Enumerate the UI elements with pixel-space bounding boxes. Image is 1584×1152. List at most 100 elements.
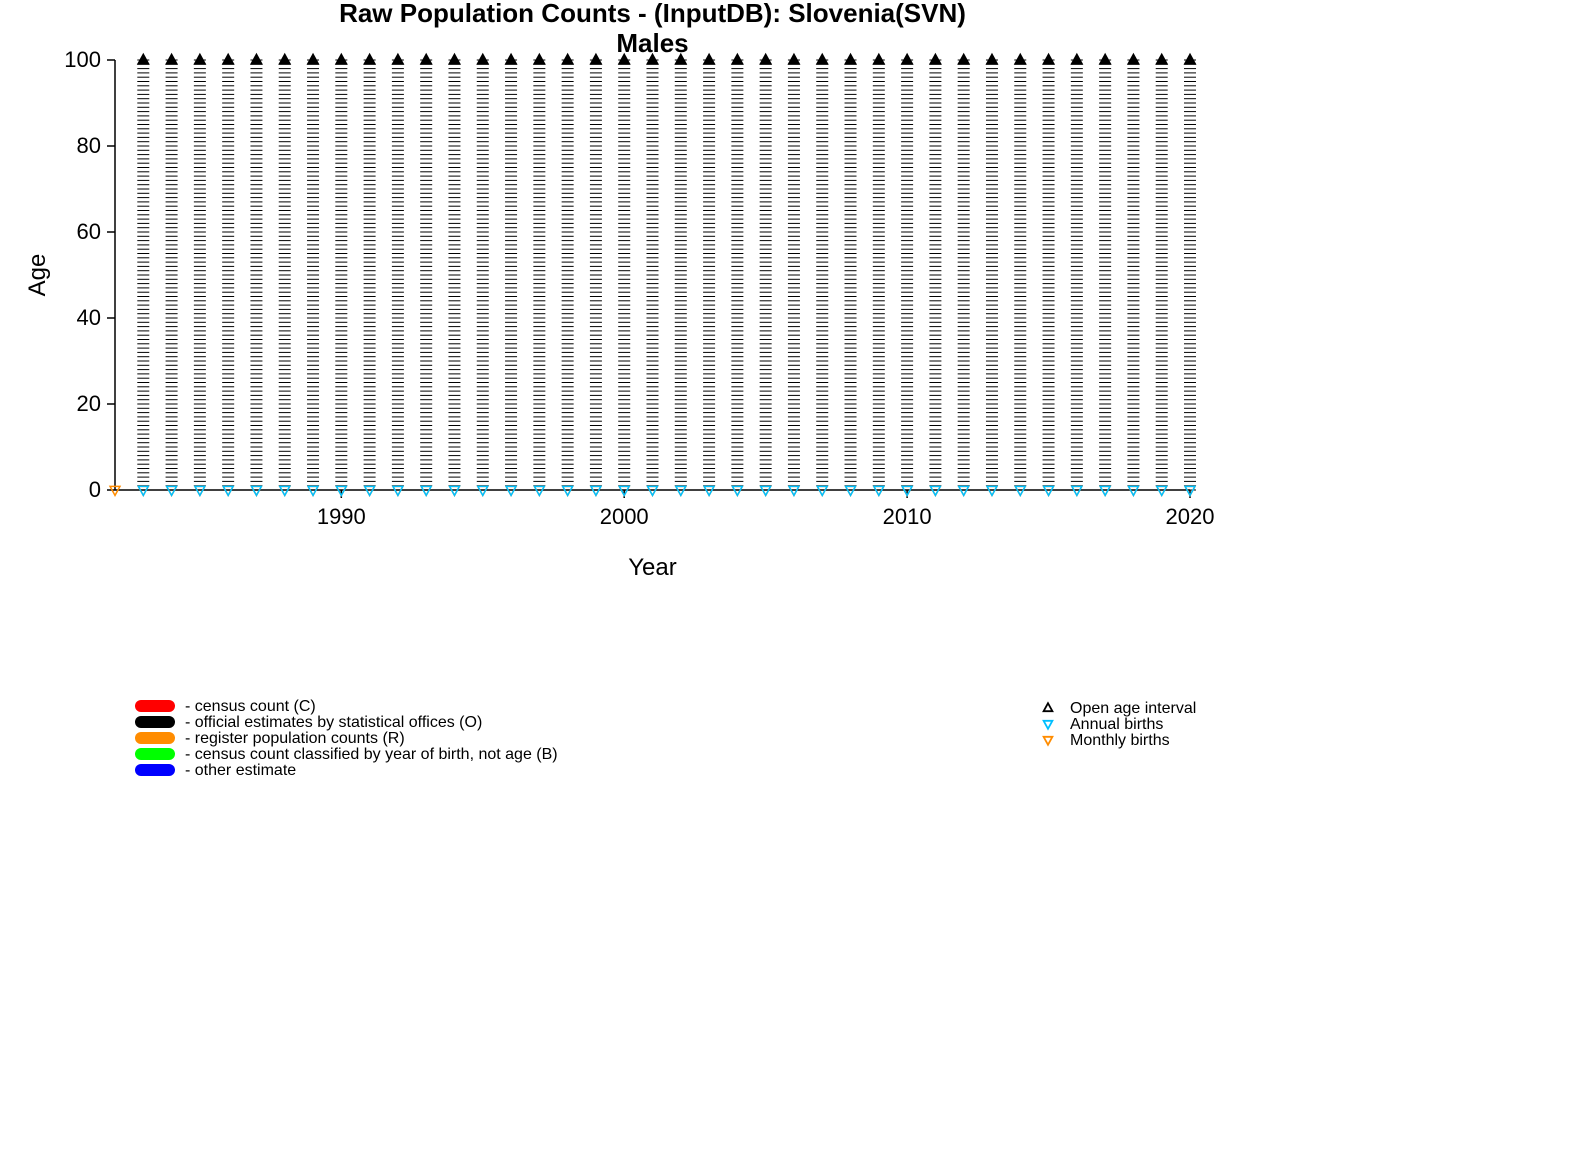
- open-age-triangle-icon: [166, 54, 177, 64]
- legend-label: Annual births: [1070, 716, 1163, 733]
- legend-label: Open age interval: [1070, 700, 1196, 717]
- open-age-triangle-icon: [336, 54, 347, 64]
- open-age-triangle-icon: [223, 54, 234, 64]
- annual-births-icon: [421, 486, 431, 495]
- open-age-triangle-icon: [449, 54, 460, 64]
- annual-births-icon: [280, 486, 290, 495]
- open-age-triangle-icon: [845, 54, 856, 64]
- annual-births-icon: [450, 486, 460, 495]
- x-tick-label: 2010: [883, 504, 932, 529]
- legend-label: - census count (C): [185, 698, 316, 715]
- legend-swatch: [135, 716, 175, 728]
- x-axis-label: Year: [628, 554, 677, 581]
- annual-births-icon: [817, 486, 827, 495]
- open-age-triangle-icon: [873, 54, 884, 64]
- open-age-triangle-icon: [817, 54, 828, 64]
- annual-births-icon: [732, 486, 742, 495]
- open-age-triangle-icon: [760, 54, 771, 64]
- open-age-triangle-icon: [986, 54, 997, 64]
- annual-births-icon: [195, 486, 205, 495]
- y-tick-label: 40: [77, 305, 101, 330]
- data-dashes: [137, 60, 1196, 490]
- annual-births-icon: [987, 486, 997, 495]
- legend-marker-triangle-up-icon: [1044, 703, 1053, 711]
- legend-swatch: [135, 748, 175, 760]
- y-tick-label: 0: [89, 477, 101, 502]
- open-age-triangle-icon: [590, 54, 601, 64]
- open-age-triangle-icon: [251, 54, 262, 64]
- open-age-triangle-icon: [308, 54, 319, 64]
- open-age-triangle-icon: [1015, 54, 1026, 64]
- open-age-triangle-icon: [1100, 54, 1111, 64]
- annual-births-icon: [789, 486, 799, 495]
- chart-title-line1: Raw Population Counts - (InputDB): Slove…: [339, 0, 966, 28]
- annual-births-icon: [676, 486, 686, 495]
- open-age-triangle-icon: [562, 54, 573, 64]
- legend-label: Monthly births: [1070, 732, 1170, 749]
- open-age-triangle-icon: [1128, 54, 1139, 64]
- annual-births-icon: [393, 486, 403, 495]
- annual-births-icon: [930, 486, 940, 495]
- annual-births-icon: [534, 486, 544, 495]
- annual-births-icon: [251, 486, 261, 495]
- annual-births-icon: [138, 486, 148, 495]
- y-tick-label: 80: [77, 133, 101, 158]
- x-tick-label: 1990: [317, 504, 366, 529]
- legend-swatch: [135, 700, 175, 712]
- open-age-triangle-icon: [1156, 54, 1167, 64]
- open-age-triangle-icon: [788, 54, 799, 64]
- open-age-triangle-icon: [732, 54, 743, 64]
- population-chart: Raw Population Counts - (InputDB): Slove…: [0, 0, 1584, 1152]
- open-age-triangle-icon: [421, 54, 432, 64]
- open-age-triangle-icon: [392, 54, 403, 64]
- y-tick-label: 100: [64, 47, 101, 72]
- legend-swatch: [135, 764, 175, 776]
- legend-left: - census count (C)- official estimates b…: [135, 698, 558, 779]
- annual-births-icon: [1128, 486, 1138, 495]
- legend-marker-triangle-down-icon: [1044, 737, 1053, 745]
- annual-births-icon: [648, 486, 658, 495]
- annual-births-icon: [478, 486, 488, 495]
- annual-births-icon: [1157, 486, 1167, 495]
- legend-marker-triangle-down-icon: [1044, 721, 1053, 729]
- legend-label: - other estimate: [185, 762, 296, 779]
- open-age-triangle-icon: [1043, 54, 1054, 64]
- x-tick-label: 2000: [600, 504, 649, 529]
- annual-births-icon: [223, 486, 233, 495]
- y-axis-label: Age: [24, 254, 51, 297]
- annual-births-icon: [846, 486, 856, 495]
- annual-births-icon: [308, 486, 318, 495]
- annual-births-icon: [761, 486, 771, 495]
- annual-births-icon: [1044, 486, 1054, 495]
- annual-births-icon: [959, 486, 969, 495]
- open-age-triangle-icon: [534, 54, 545, 64]
- legend-right: Open age intervalAnnual birthsMonthly bi…: [1044, 700, 1197, 749]
- y-tick-label: 20: [77, 391, 101, 416]
- open-age-triangle-icon: [477, 54, 488, 64]
- annual-births-icon: [874, 486, 884, 495]
- open-age-triangle-icon: [138, 54, 149, 64]
- annual-births-icon: [167, 486, 177, 495]
- annual-births-icon: [1100, 486, 1110, 495]
- open-age-triangle-icon: [704, 54, 715, 64]
- annual-births-icon: [704, 486, 714, 495]
- y-tick-label: 60: [77, 219, 101, 244]
- legend-label: - census count classified by year of bir…: [185, 746, 558, 763]
- annual-births-icon: [591, 486, 601, 495]
- open-age-triangle-icon: [364, 54, 375, 64]
- open-age-triangle-icon: [194, 54, 205, 64]
- annual-births-icon: [563, 486, 573, 495]
- open-age-triangle-icon: [958, 54, 969, 64]
- open-age-triangle-icon: [279, 54, 290, 64]
- annual-births-icon: [506, 486, 516, 495]
- open-age-triangle-icon: [1185, 54, 1196, 64]
- annual-births-icon: [365, 486, 375, 495]
- legend-label: - official estimates by statistical offi…: [185, 714, 482, 731]
- legend-swatch: [135, 732, 175, 744]
- annual-births-icon: [1015, 486, 1025, 495]
- x-tick-label: 2020: [1166, 504, 1215, 529]
- legend-label: - register population counts (R): [185, 730, 405, 747]
- annual-births-icon: [1072, 486, 1082, 495]
- open-age-triangle-icon: [930, 54, 941, 64]
- open-age-triangle-icon: [506, 54, 517, 64]
